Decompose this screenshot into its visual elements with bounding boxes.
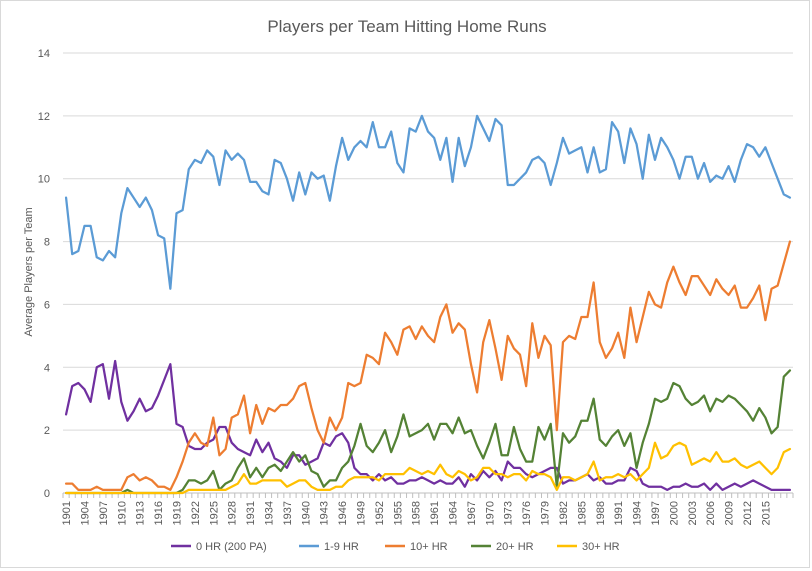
x-tick-label: 1928 (227, 501, 239, 525)
series-line-0-hr-200-pa (64, 359, 792, 491)
x-tick-label: 1922 (190, 501, 202, 525)
x-tick-label: 1952 (374, 501, 386, 525)
y-tick-label: 0 (44, 488, 50, 500)
y-tick-label: 12 (38, 111, 50, 123)
x-tick-label: 1982 (558, 501, 570, 525)
x-tick-label: 1955 (392, 501, 404, 525)
x-tick-label: 1991 (613, 501, 625, 525)
series-line-30-hr (64, 441, 792, 495)
y-axis-label: Average Players per Team (23, 207, 35, 336)
series-line-20-hr (64, 369, 792, 495)
x-tick-label: 2015 (760, 501, 772, 525)
series-line-10-hr (64, 240, 792, 491)
x-tick-label: 2012 (742, 501, 754, 525)
x-tick-label: 1910 (116, 501, 128, 525)
y-axis-ticks: 0 2 4 6 8 10 12 14 (38, 48, 50, 500)
x-tick-label: 1940 (300, 501, 312, 525)
y-tick-label: 8 (44, 237, 50, 249)
x-tick-label: 2000 (668, 501, 680, 525)
x-tick-label: 1916 (153, 501, 165, 525)
x-tick-label: 1913 (135, 501, 147, 525)
y-tick-label: 10 (38, 174, 50, 186)
x-tick-label: 1934 (264, 501, 276, 525)
y-tick-label: 6 (44, 299, 50, 311)
x-tick-label: 1976 (521, 501, 533, 525)
x-tick-label: 1964 (448, 501, 460, 525)
x-axis-ticks: 1901 1904 1907 1910 1913 1916 1919 1922 1925 1928… (61, 492, 794, 525)
y-tick-label: 4 (44, 362, 50, 374)
x-tick-label: 2003 (687, 501, 699, 525)
y-tick-label: 2 (44, 425, 50, 437)
x-tick-label: 1979 (540, 501, 552, 525)
x-tick-label: 2009 (724, 501, 736, 525)
legend-label-1-9-hr: 1-9 HR (324, 541, 359, 553)
legend-label-10-hr: 10+ HR (410, 541, 448, 553)
x-tick-label: 1970 (484, 501, 496, 525)
series-lines (64, 114, 792, 495)
x-tick-label: 1997 (650, 501, 662, 525)
x-tick-label: 1901 (61, 501, 73, 525)
x-tick-label: 1946 (337, 501, 349, 525)
legend: 0 HR (200 PA) 1-9 HR 10+ HR 20+ HR 30+ HR (171, 541, 620, 553)
x-tick-label: 1949 (356, 501, 368, 525)
legend-label-0-hr-200-pa: 0 HR (200 PA) (196, 541, 267, 553)
x-tick-label: 1937 (282, 501, 294, 525)
x-tick-label: 1943 (319, 501, 331, 525)
x-tick-label: 1907 (98, 501, 110, 525)
x-tick-label: 1961 (429, 501, 441, 525)
x-tick-label: 1925 (208, 501, 220, 525)
x-tick-label: 2006 (705, 501, 717, 525)
x-tick-label: 1919 (171, 501, 183, 525)
x-tick-label: 1994 (632, 501, 644, 525)
legend-label-30-hr: 30+ HR (582, 541, 620, 553)
chart-title: Players per Team Hitting Home Runs (267, 17, 546, 36)
y-tick-label: 14 (38, 48, 50, 60)
x-tick-label: 1931 (245, 501, 257, 525)
x-tick-label: 1958 (411, 501, 423, 525)
series-line-1-9-hr (64, 114, 792, 290)
x-tick-label: 1985 (576, 501, 588, 525)
x-tick-label: 1973 (503, 501, 515, 525)
legend-label-20-hr: 20+ HR (496, 541, 534, 553)
x-tick-label: 1967 (466, 501, 478, 525)
x-tick-label: 1904 (79, 501, 91, 525)
x-tick-label: 1988 (595, 501, 607, 525)
gridlines (63, 52, 793, 431)
